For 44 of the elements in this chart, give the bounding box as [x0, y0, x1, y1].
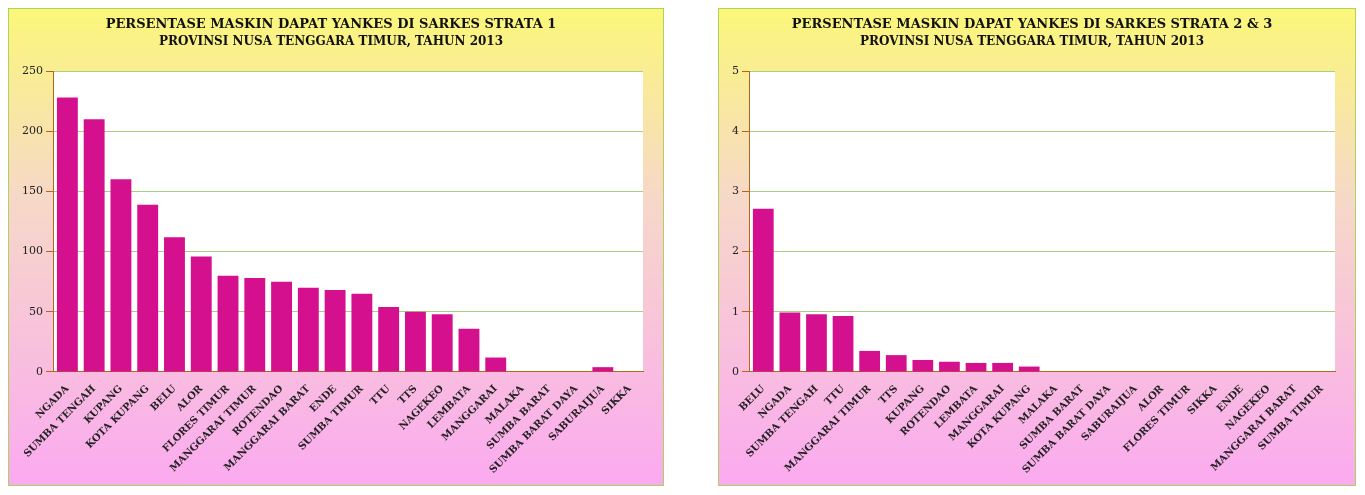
y-tick-label: 0	[36, 364, 43, 378]
bar	[297, 287, 319, 372]
y-tick-label: 100	[22, 244, 43, 258]
bar	[592, 367, 614, 372]
bar	[912, 359, 934, 372]
bar	[885, 355, 907, 372]
y-tick-label: 150	[22, 184, 43, 198]
bar	[110, 179, 132, 372]
bar	[806, 314, 827, 372]
bar	[217, 275, 239, 372]
y-tick-label: 2	[732, 244, 739, 258]
bar	[779, 312, 801, 372]
bar	[832, 316, 854, 372]
bar	[324, 290, 346, 372]
chart-title: PERSENTASE MASKIN DAPAT YANKES DI SARKES STRATA 1	[105, 16, 557, 32]
y-tick-label: 200	[22, 124, 43, 138]
bar	[271, 281, 293, 372]
bar	[859, 350, 881, 372]
y-tick-label: 1	[732, 304, 739, 318]
bar	[83, 119, 105, 372]
bar	[939, 361, 960, 372]
y-tick-label: 50	[29, 304, 43, 318]
chart-subtitle: PROVINSI NUSA TENGGARA TIMUR, TAHUN 2013	[859, 33, 1205, 48]
bar	[965, 362, 987, 372]
bar	[378, 306, 400, 372]
y-tick-label: 5	[732, 63, 739, 77]
bar	[190, 256, 212, 372]
bar	[485, 357, 507, 372]
y-tick-label: 250	[22, 63, 43, 77]
bar	[137, 204, 159, 372]
bar	[56, 97, 78, 372]
bar	[458, 328, 480, 372]
bar	[164, 237, 185, 372]
bar	[992, 362, 1013, 372]
chart-subtitle: PROVINSI NUSA TENGGARA TIMUR, TAHUN 2013	[158, 33, 504, 48]
y-tick-label: 0	[732, 364, 739, 378]
bar	[404, 311, 426, 372]
y-tick-label: 3	[732, 184, 739, 198]
chart-title: PERSENTASE MASKIN DAPAT YANKES DI SARKES STRATA 2 & 3	[791, 16, 1273, 32]
bar	[244, 278, 266, 372]
bar	[351, 293, 373, 372]
y-tick-label: 4	[732, 124, 739, 138]
bar	[431, 314, 453, 372]
bar	[752, 208, 774, 372]
